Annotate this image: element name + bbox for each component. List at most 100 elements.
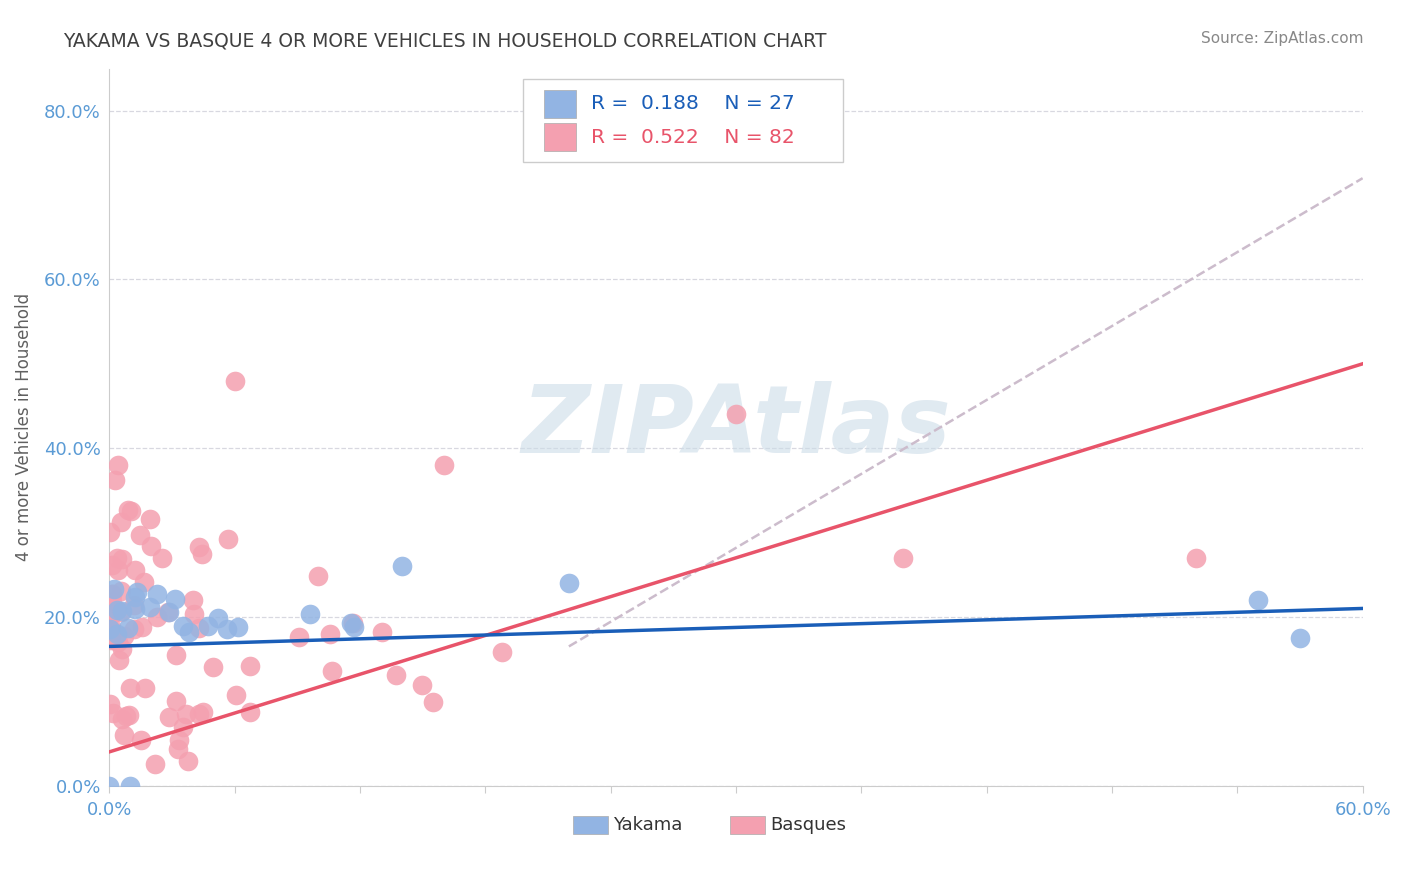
Point [110,583,132,598]
Point [165,648,187,662]
Point [422,694,444,708]
Point [132,575,155,590]
Point [110,712,132,726]
Point [111,552,134,566]
Text: Source: ZipAtlas.com: Source: ZipAtlas.com [1201,31,1364,46]
Point [111,604,134,618]
Point [101,607,124,621]
Point [385,668,408,682]
Point [107,563,129,577]
Point [340,616,363,631]
Point [108,653,131,667]
Point [188,706,211,721]
Point [288,630,311,644]
Point [319,626,342,640]
Point [166,694,188,708]
FancyBboxPatch shape [574,816,609,834]
Point [202,660,225,674]
Point [1289,631,1312,645]
Point [156,605,179,619]
Point [98,622,121,636]
Y-axis label: 4 or more Vehicles in Household: 4 or more Vehicles in Household [15,293,32,561]
Point [307,568,329,582]
Point [150,550,173,565]
Text: ZIPAtlas: ZIPAtlas [522,381,950,473]
Point [101,605,124,619]
Point [139,599,162,614]
Point [558,576,581,591]
Point [343,619,366,633]
FancyBboxPatch shape [730,816,765,834]
Point [321,664,343,678]
Point [143,757,166,772]
Point [112,629,135,643]
Point [225,688,247,702]
Point [101,587,124,601]
Point [157,710,180,724]
Point [120,779,142,793]
Point [112,729,135,743]
Point [105,551,128,566]
Point [226,620,249,634]
Point [101,706,124,720]
Point [110,605,132,619]
Point [101,594,124,608]
Point [122,622,145,636]
Point [167,733,190,747]
Point [117,621,139,635]
Point [391,559,413,574]
Point [191,547,214,561]
Point [165,591,187,606]
Point [491,645,513,659]
Text: Basques: Basques [770,816,846,834]
Point [724,408,747,422]
Point [120,681,142,695]
Point [172,720,194,734]
Point [134,681,156,695]
Point [177,625,200,640]
Point [110,515,132,529]
Point [124,590,146,604]
Point [98,624,121,639]
Point [124,563,146,577]
Point [177,754,200,768]
Point [174,707,197,722]
Point [98,524,121,539]
FancyBboxPatch shape [544,123,575,151]
Point [129,733,152,747]
Point [157,605,180,619]
Point [181,593,204,607]
Point [128,528,150,542]
Point [188,621,211,635]
Point [239,658,262,673]
Point [191,705,214,719]
Point [131,620,153,634]
Point [145,587,167,601]
Point [111,642,134,657]
Point [239,705,262,719]
Point [115,709,138,723]
Point [103,582,125,596]
Point [100,624,122,638]
Point [217,532,239,546]
Point [411,678,433,692]
Point [139,512,162,526]
Point [183,607,205,621]
Point [100,632,122,647]
Point [224,374,246,388]
Point [101,586,124,600]
Point [146,610,169,624]
Point [98,779,121,793]
Point [141,539,163,553]
Point [98,628,121,642]
FancyBboxPatch shape [544,90,575,118]
Point [100,558,122,572]
Point [124,602,146,616]
Point [298,607,321,622]
Point [122,598,145,612]
Point [107,458,129,473]
Text: R =  0.522    N = 82: R = 0.522 N = 82 [591,128,794,146]
Point [107,635,129,649]
Point [100,619,122,633]
Point [432,458,454,472]
